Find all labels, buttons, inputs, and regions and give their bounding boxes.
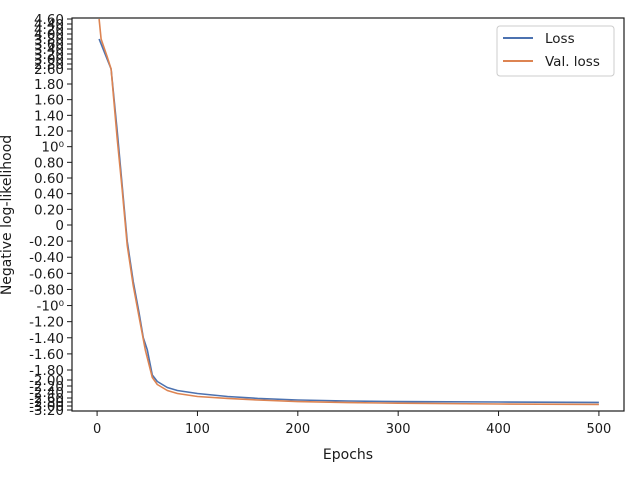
- plot-area-frame: [71, 17, 625, 412]
- y-tick-label: 2.60: [34, 62, 64, 78]
- y-tick-label: -2.00: [29, 373, 64, 389]
- x-tick-label: 0: [93, 422, 101, 437]
- y-axis-ticks: 4.604.404.204.003.803.603.403.203.002.80…: [29, 12, 72, 419]
- y-tick-label: 2.80: [34, 57, 64, 73]
- y-tick-label: 1.40: [34, 108, 64, 124]
- y-tick-label: 4.40: [34, 17, 64, 33]
- y-tick-label: -0.80: [29, 282, 64, 298]
- legend-label-val-loss: Val. loss: [545, 54, 600, 70]
- y-tick-label: -0.40: [29, 250, 64, 266]
- y-tick-label: 3.80: [34, 32, 64, 48]
- y-tick-label: -2.20: [29, 379, 64, 395]
- y-tick-label: -1.20: [29, 315, 64, 331]
- y-tick-label: -3.20: [29, 403, 64, 419]
- y-tick-label: 3.60: [34, 37, 64, 53]
- y-tick-label: 4.20: [34, 22, 64, 38]
- x-tick-label: 200: [285, 422, 310, 437]
- x-axis-label: Epochs: [323, 447, 373, 463]
- y-tick-label: 0.80: [34, 155, 64, 171]
- legend-label-loss: Loss: [545, 31, 575, 47]
- y-tick-label: -2.60: [29, 391, 64, 407]
- x-tick-label: 500: [586, 422, 611, 437]
- y-tick-label: 1.80: [34, 77, 64, 93]
- series-layer: [98, 18, 599, 406]
- y-tick-label: -3.00: [29, 399, 64, 415]
- x-tick-label: 100: [185, 422, 210, 437]
- y-tick-label: 3.40: [34, 42, 64, 58]
- y-tick-label: -2.40: [29, 385, 64, 401]
- y-tick-label: -1.80: [29, 363, 64, 379]
- y-tick-label: -1.60: [29, 347, 64, 363]
- x-tick-label: 300: [386, 422, 411, 437]
- y-tick-label: 4.00: [34, 27, 64, 43]
- legend: Loss Val. loss: [496, 25, 615, 77]
- y-tick-label: -0.60: [29, 266, 64, 282]
- y-tick-label: -2.80: [29, 395, 64, 411]
- y-tick-label: 4.60: [34, 12, 64, 28]
- y-tick-label: 0.20: [34, 202, 64, 218]
- series-line-val-loss: [98, 18, 599, 406]
- y-tick-label: 10⁰: [41, 140, 64, 156]
- y-axis-label: Negative log-likelihood: [0, 135, 15, 295]
- y-tick-label: 0.40: [34, 187, 64, 203]
- y-tick-label: 0.60: [34, 171, 64, 187]
- y-tick-label: -0.20: [29, 234, 64, 250]
- y-tick-label: 1.60: [34, 93, 64, 109]
- y-tick-label: -1.40: [29, 331, 64, 347]
- y-tick-label: 3.00: [34, 52, 64, 68]
- x-tick-label: 400: [486, 422, 511, 437]
- y-tick-label: -10⁰: [37, 299, 64, 315]
- x-axis-ticks: 0 100 200 300 400 500: [93, 411, 611, 437]
- y-tick-label: 3.20: [34, 47, 64, 63]
- y-tick-label: 1.20: [34, 124, 64, 140]
- y-tick-label: 0: [55, 218, 64, 234]
